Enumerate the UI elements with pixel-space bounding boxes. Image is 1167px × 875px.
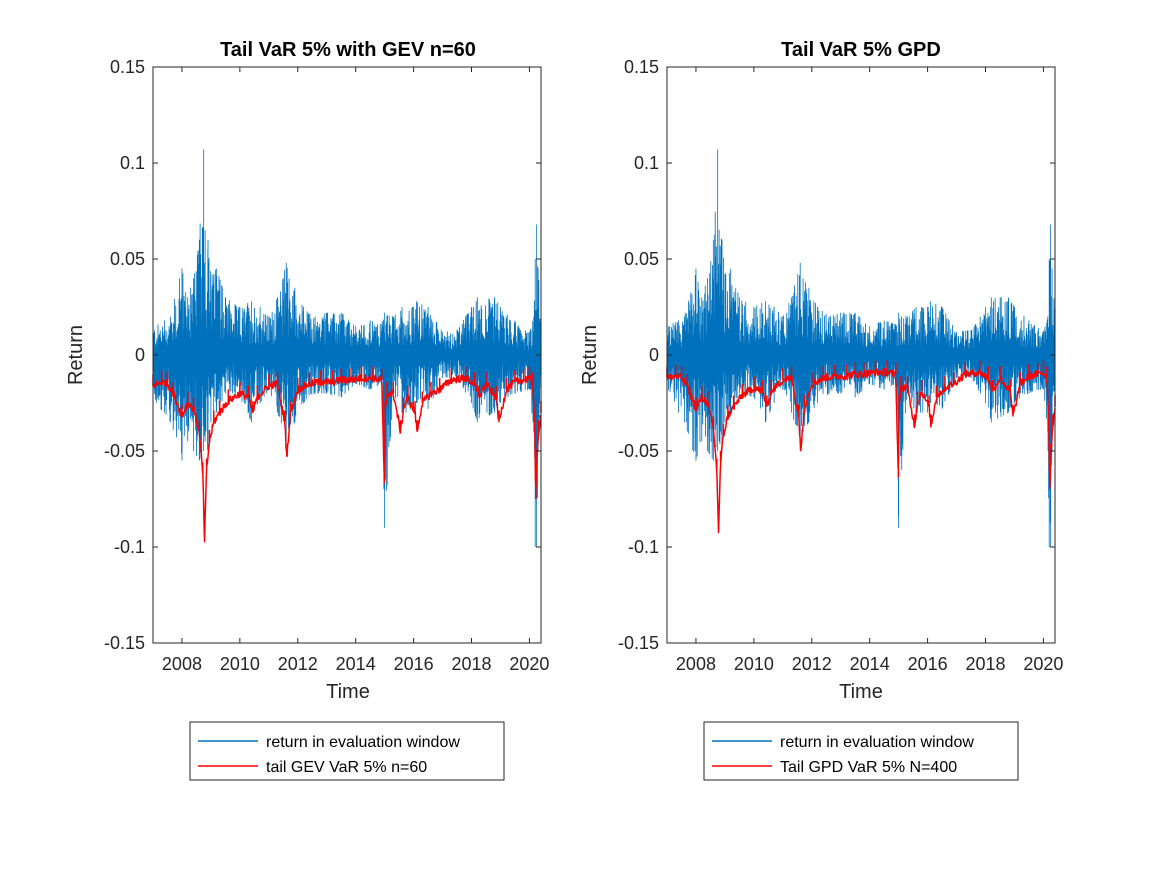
left-chart-title: Tail VaR 5% with GEV n=60	[220, 39, 476, 61]
right-var-series-line	[666, 360, 1056, 534]
right-x-tick-label: 2018	[965, 654, 1005, 674]
left-var-series-line	[152, 366, 542, 543]
right-y-axis-label: Return	[579, 325, 601, 385]
right-y-tick-label: -0.05	[618, 441, 659, 461]
left-y-tick-label: 0.15	[110, 57, 145, 77]
right-y-tick-label: -0.1	[628, 537, 659, 557]
left-legend-var-label: tail GEV VaR 5% n=60	[266, 759, 427, 776]
left-legend-return-label: return in evaluation window	[266, 734, 460, 751]
right-x-tick-label: 2012	[792, 654, 832, 674]
left-subplot: Tail VaR 5% with GEV n=60 Time Return -0…	[65, 39, 549, 781]
left-legend: return in evaluation window tail GEV VaR…	[189, 721, 505, 781]
left-y-tick-label: 0	[135, 345, 145, 365]
left-y-tick-label: -0.15	[104, 633, 145, 653]
left-x-tick-label: 2008	[162, 654, 202, 674]
right-x-axis-label: Time	[839, 681, 883, 703]
right-legend: return in evaluation window Tail GPD VaR…	[703, 721, 1019, 781]
right-x-tick-label: 2020	[1023, 654, 1063, 674]
left-x-tick-label: 2018	[451, 654, 491, 674]
right-y-tick-label: -0.15	[618, 633, 659, 653]
left-x-tick-label: 2016	[394, 654, 434, 674]
left-plot-area: -0.15 -0.1 -0.05 0 0.05 0.1 0.15 2008 2010 2012 20…	[104, 57, 549, 674]
right-x-tick-label: 2016	[908, 654, 948, 674]
right-y-tick-label: 0.15	[624, 57, 659, 77]
left-return-series-line	[152, 149, 542, 547]
left-x-tick-label: 2020	[509, 654, 549, 674]
left-y-axis-label: Return	[65, 325, 87, 385]
right-subplot: Tail VaR 5% GPD Time Return -0.15-0.1-0.…	[579, 39, 1063, 781]
right-legend-box	[703, 721, 1019, 781]
right-y-tick-label: 0.1	[634, 153, 659, 173]
left-y-tick-label: 0.1	[120, 153, 145, 173]
right-x-tick-label: 2014	[850, 654, 890, 674]
left-x-tick-label: 2012	[278, 654, 318, 674]
right-x-tick-label: 2010	[734, 654, 774, 674]
left-x-tick-label: 2010	[220, 654, 260, 674]
left-x-tick-label: 2014	[336, 654, 376, 674]
right-y-tick-label: 0.05	[624, 249, 659, 269]
right-legend-return-label: return in evaluation window	[780, 734, 974, 751]
left-y-tick-label: 0.05	[110, 249, 145, 269]
right-x-tick-label: 2008	[676, 654, 716, 674]
left-y-tick-label: -0.05	[104, 441, 145, 461]
left-legend-box	[189, 721, 505, 781]
right-plot-area: -0.15 -0.1 -0.05 0 0.05 0.1 0.15 2008 2010 2012 20…	[618, 57, 1063, 674]
right-chart-title: Tail VaR 5% GPD	[781, 39, 941, 61]
right-legend-var-label: Tail GPD VaR 5% N=400	[780, 759, 957, 776]
right-y-tick-label: 0	[649, 345, 659, 365]
left-x-axis-label: Time	[326, 681, 370, 703]
left-y-tick-label: -0.1	[114, 537, 145, 557]
